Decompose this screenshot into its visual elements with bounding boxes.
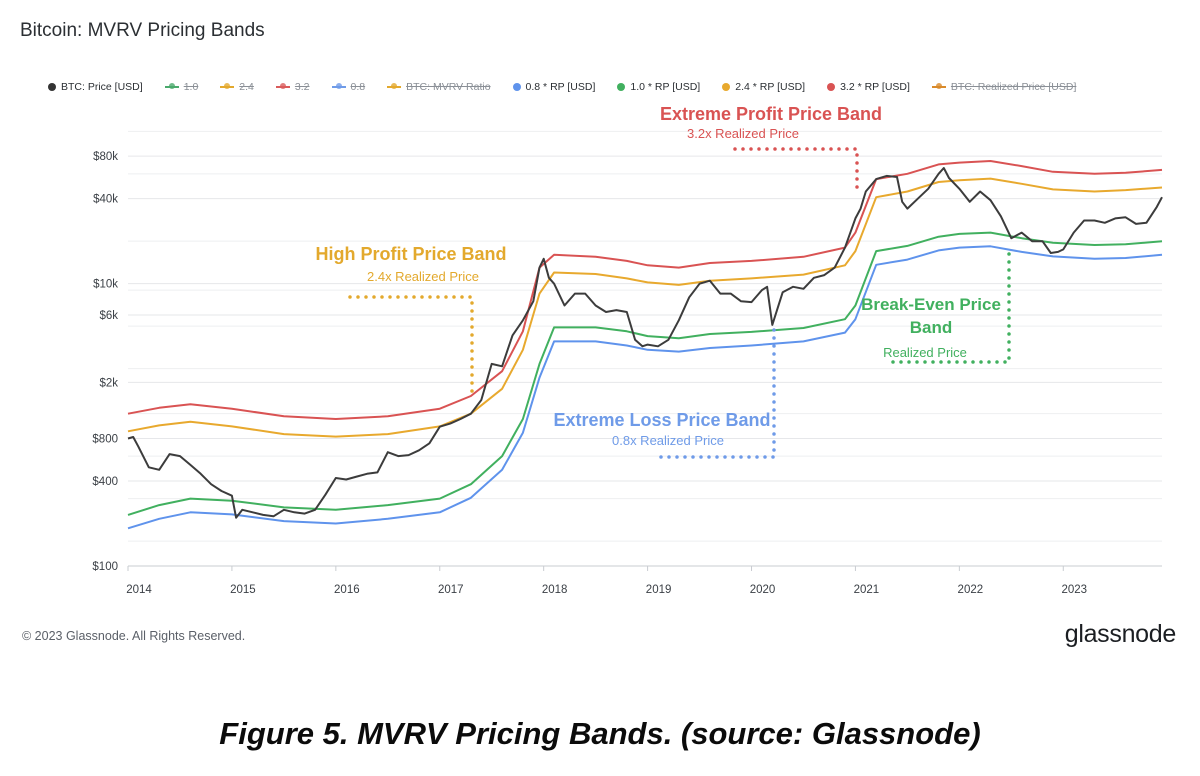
legend-label: 0.8 * RP [USD] (525, 81, 596, 93)
legend-marker-icon (827, 83, 836, 91)
x-tick-label: 2014 (126, 584, 152, 596)
chart-legend: BTC: Price [USD] 1.0 2.4 3.2 0.8 BTC: MVRV Ra… (48, 81, 1076, 93)
chart-title: Bitcoin: MVRV Pricing Bands (20, 20, 265, 41)
legend-label: 1.0 (183, 81, 199, 93)
series-lines (127, 160, 1163, 530)
series-line-0 (127, 167, 1163, 519)
legend-item[interactable]: 2.4 * RP [USD] (722, 81, 805, 93)
y-tick-label: $10k (93, 279, 118, 291)
legend-marker-icon (931, 83, 946, 89)
legend-marker-icon (331, 83, 346, 89)
x-tick-label: 2023 (1061, 584, 1087, 596)
grid-lines (128, 130, 1162, 567)
x-tick-label: 2019 (646, 584, 672, 596)
legend-label: BTC: Price [USD] (61, 81, 143, 93)
x-tick-label: 2018 (542, 584, 568, 596)
x-tick-label: 2021 (854, 584, 880, 596)
y-tick-label: $400 (92, 476, 118, 488)
legend-item[interactable]: 0.8 (331, 81, 366, 93)
legend-label: 1.0 * RP [USD] (630, 81, 701, 93)
annotation-connector (733, 147, 859, 194)
annotation-subtitle: Realized Price (883, 345, 967, 360)
legend-label: 2.4 (239, 81, 254, 93)
y-tick-label: $6k (99, 310, 118, 322)
legend-item[interactable]: 3.2 * RP [USD] (827, 81, 910, 93)
x-tick-label: 2022 (958, 584, 984, 596)
y-tick-label: $40k (93, 194, 118, 206)
annotation-title: Extreme Profit Price Band (660, 104, 882, 124)
x-tick-label: 2015 (230, 584, 256, 596)
annotation-connector (652, 328, 776, 459)
legend-item[interactable]: 1.0 (164, 81, 199, 93)
series-line-1 (127, 160, 1163, 420)
annotation-title: Break-Even Price (861, 295, 1001, 314)
legend-label: BTC: Realized Price [USD] (950, 81, 1077, 93)
y-tick-label: $100 (92, 561, 118, 573)
legend-marker-icon (275, 83, 290, 89)
annotation-title: High Profit Price Band (315, 244, 506, 264)
figure-caption: Figure 5. MVRV Pricing Bands. (source: G… (219, 716, 981, 751)
legend-marker-icon (387, 83, 402, 89)
x-tick-label: 2016 (334, 584, 360, 596)
legend-marker-icon (617, 83, 626, 91)
annotation-subtitle: 0.8x Realized Price (612, 433, 724, 448)
legend-label: 0.8 (350, 81, 366, 93)
copyright-text: © 2023 Glassnode. All Rights Reserved. (22, 629, 246, 643)
chart-svg: $100$400$800$2k$6k$10k$40k$80k 2014 2015 2… (92, 104, 1163, 596)
series-line-2 (127, 177, 1163, 438)
y-tick-label: $80k (93, 151, 118, 163)
annotation-title: Band (910, 318, 953, 337)
x-tick-label: 2017 (438, 584, 464, 596)
legend-marker-icon (164, 83, 179, 89)
legend-marker-icon (48, 83, 56, 91)
y-tick-label: $800 (92, 434, 118, 446)
legend-label: BTC: MVRV Ratio (406, 81, 491, 93)
annotation-connector (348, 295, 474, 394)
annotation-title: Extreme Loss Price Band (553, 410, 770, 430)
legend-item[interactable]: BTC: MVRV Ratio (387, 81, 491, 93)
annotation-subtitle: 3.2x Realized Price (687, 126, 799, 141)
legend-marker-icon (722, 83, 731, 91)
legend-item[interactable]: 1.0 * RP [USD] (617, 81, 700, 93)
legend-item[interactable]: BTC: Price [USD] (48, 81, 143, 93)
glassnode-logo: glassnode (1064, 620, 1177, 648)
x-tick-label: 2020 (750, 584, 776, 596)
x-axis: 2014 2015 2016 2017 2018 2019 2020 2021 2022 2023 (126, 565, 1162, 596)
legend-marker-icon (512, 83, 521, 91)
legend-label: 3.2 (294, 81, 310, 93)
series-line-4 (127, 245, 1163, 530)
series-line-3 (127, 231, 1163, 516)
legend-item[interactable]: 2.4 (220, 81, 254, 93)
legend-item[interactable]: 3.2 (275, 81, 310, 93)
legend-label: 3.2 * RP [USD] (840, 81, 910, 93)
annotations: Extreme Profit Price Band 3.2x Realized P… (315, 104, 1011, 459)
y-axis: $100 $400 $800 $2k $6k $10k $40k $80k (92, 151, 118, 573)
legend-marker-icon (220, 83, 235, 89)
y-tick-label: $2k (99, 377, 118, 389)
legend-item[interactable]: 0.8 * RP [USD] (512, 81, 596, 93)
legend-label: 2.4 * RP [USD] (735, 81, 806, 93)
legend-item[interactable]: BTC: Realized Price [USD] (931, 81, 1077, 93)
annotation-subtitle: 2.4x Realized Price (367, 269, 479, 284)
